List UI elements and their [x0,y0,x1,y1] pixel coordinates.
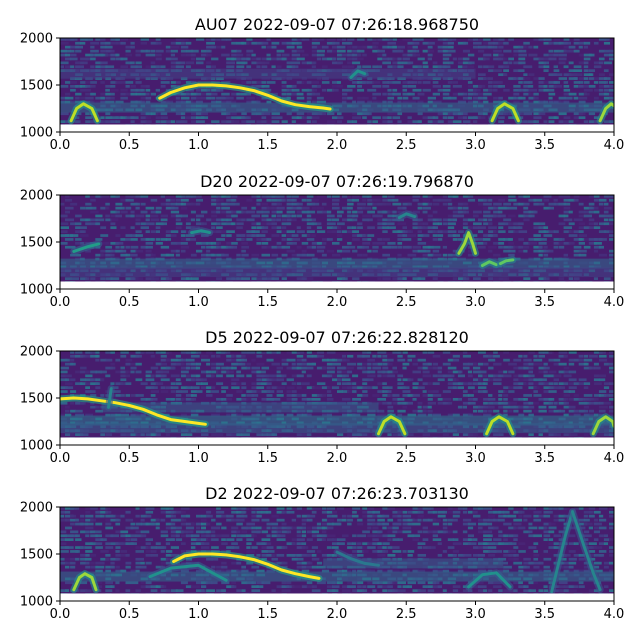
x-tick-label: 3.0 [465,295,486,310]
y-tick-label: 1500 [20,79,53,94]
y-tick-label: 2000 [20,501,53,516]
spectrogram-band [60,423,614,433]
x-tick-label: 4.0 [604,451,625,466]
panel-title: D5 2022-09-07 07:26:22.828120 [205,328,469,347]
x-tick-label: 3.5 [534,451,555,466]
x-tick-label: 1.0 [188,607,209,622]
y-tick-label: 1500 [20,236,53,251]
spectrogram-area [60,351,618,445]
x-tick-label: 0.5 [119,607,140,622]
x-tick-label: 2.5 [396,607,417,622]
x-tick-label: 2.5 [396,451,417,466]
x-tick-label: 3.0 [465,138,486,153]
x-tick-label: 1.0 [188,295,209,310]
x-tick-label: 4.0 [604,295,625,310]
x-tick-label: 2.5 [396,138,417,153]
x-tick-label: 1.0 [188,451,209,466]
spectrogram-band [60,103,614,113]
y-tick-label: 1500 [20,392,53,407]
call-contour [192,231,210,233]
x-tick-label: 1.5 [257,451,278,466]
spectrogram-area [60,38,618,132]
spectrogram-area [60,195,617,289]
x-tick-label: 0.5 [119,451,140,466]
spectrogram-area [60,507,618,601]
y-tick-label: 2000 [20,189,53,204]
x-tick-label: 0.5 [119,295,140,310]
x-tick-label: 2.0 [327,607,348,622]
y-tick-label: 2000 [20,345,53,360]
y-tick-label: 1500 [20,548,53,563]
x-tick-label: 2.0 [327,451,348,466]
x-tick-label: 2.0 [327,138,348,153]
x-tick-label: 3.0 [465,607,486,622]
x-tick-label: 3.5 [534,138,555,153]
x-tick-label: 1.5 [257,607,278,622]
low-cut-strip [60,437,614,445]
x-tick-label: 3.5 [534,607,555,622]
y-tick-label: 1000 [20,126,53,141]
spectrogram-band [60,572,614,582]
spectrogram-band [60,267,614,277]
x-tick-label: 4.0 [604,607,625,622]
x-tick-label: 3.5 [534,295,555,310]
x-tick-label: 1.0 [188,138,209,153]
x-tick-label: 1.5 [257,138,278,153]
x-tick-label: 4.0 [604,138,625,153]
low-cut-strip [60,281,614,289]
x-tick-label: 1.5 [257,295,278,310]
x-tick-label: 2.0 [327,295,348,310]
panel-title: D20 2022-09-07 07:26:19.796870 [200,172,474,191]
panel-title: D2 2022-09-07 07:26:23.703130 [205,484,469,503]
low-cut-strip [60,124,614,132]
spectrogram-band [60,69,476,79]
y-tick-label: 1000 [20,439,53,454]
x-tick-label: 0.5 [119,138,140,153]
y-tick-label: 1000 [20,595,53,610]
y-tick-label: 1000 [20,283,53,298]
panel-title: AU07 2022-09-07 07:26:18.968750 [195,15,479,34]
x-tick-label: 2.5 [396,295,417,310]
low-cut-strip [60,593,614,601]
y-tick-label: 2000 [20,32,53,47]
x-tick-label: 3.0 [465,451,486,466]
